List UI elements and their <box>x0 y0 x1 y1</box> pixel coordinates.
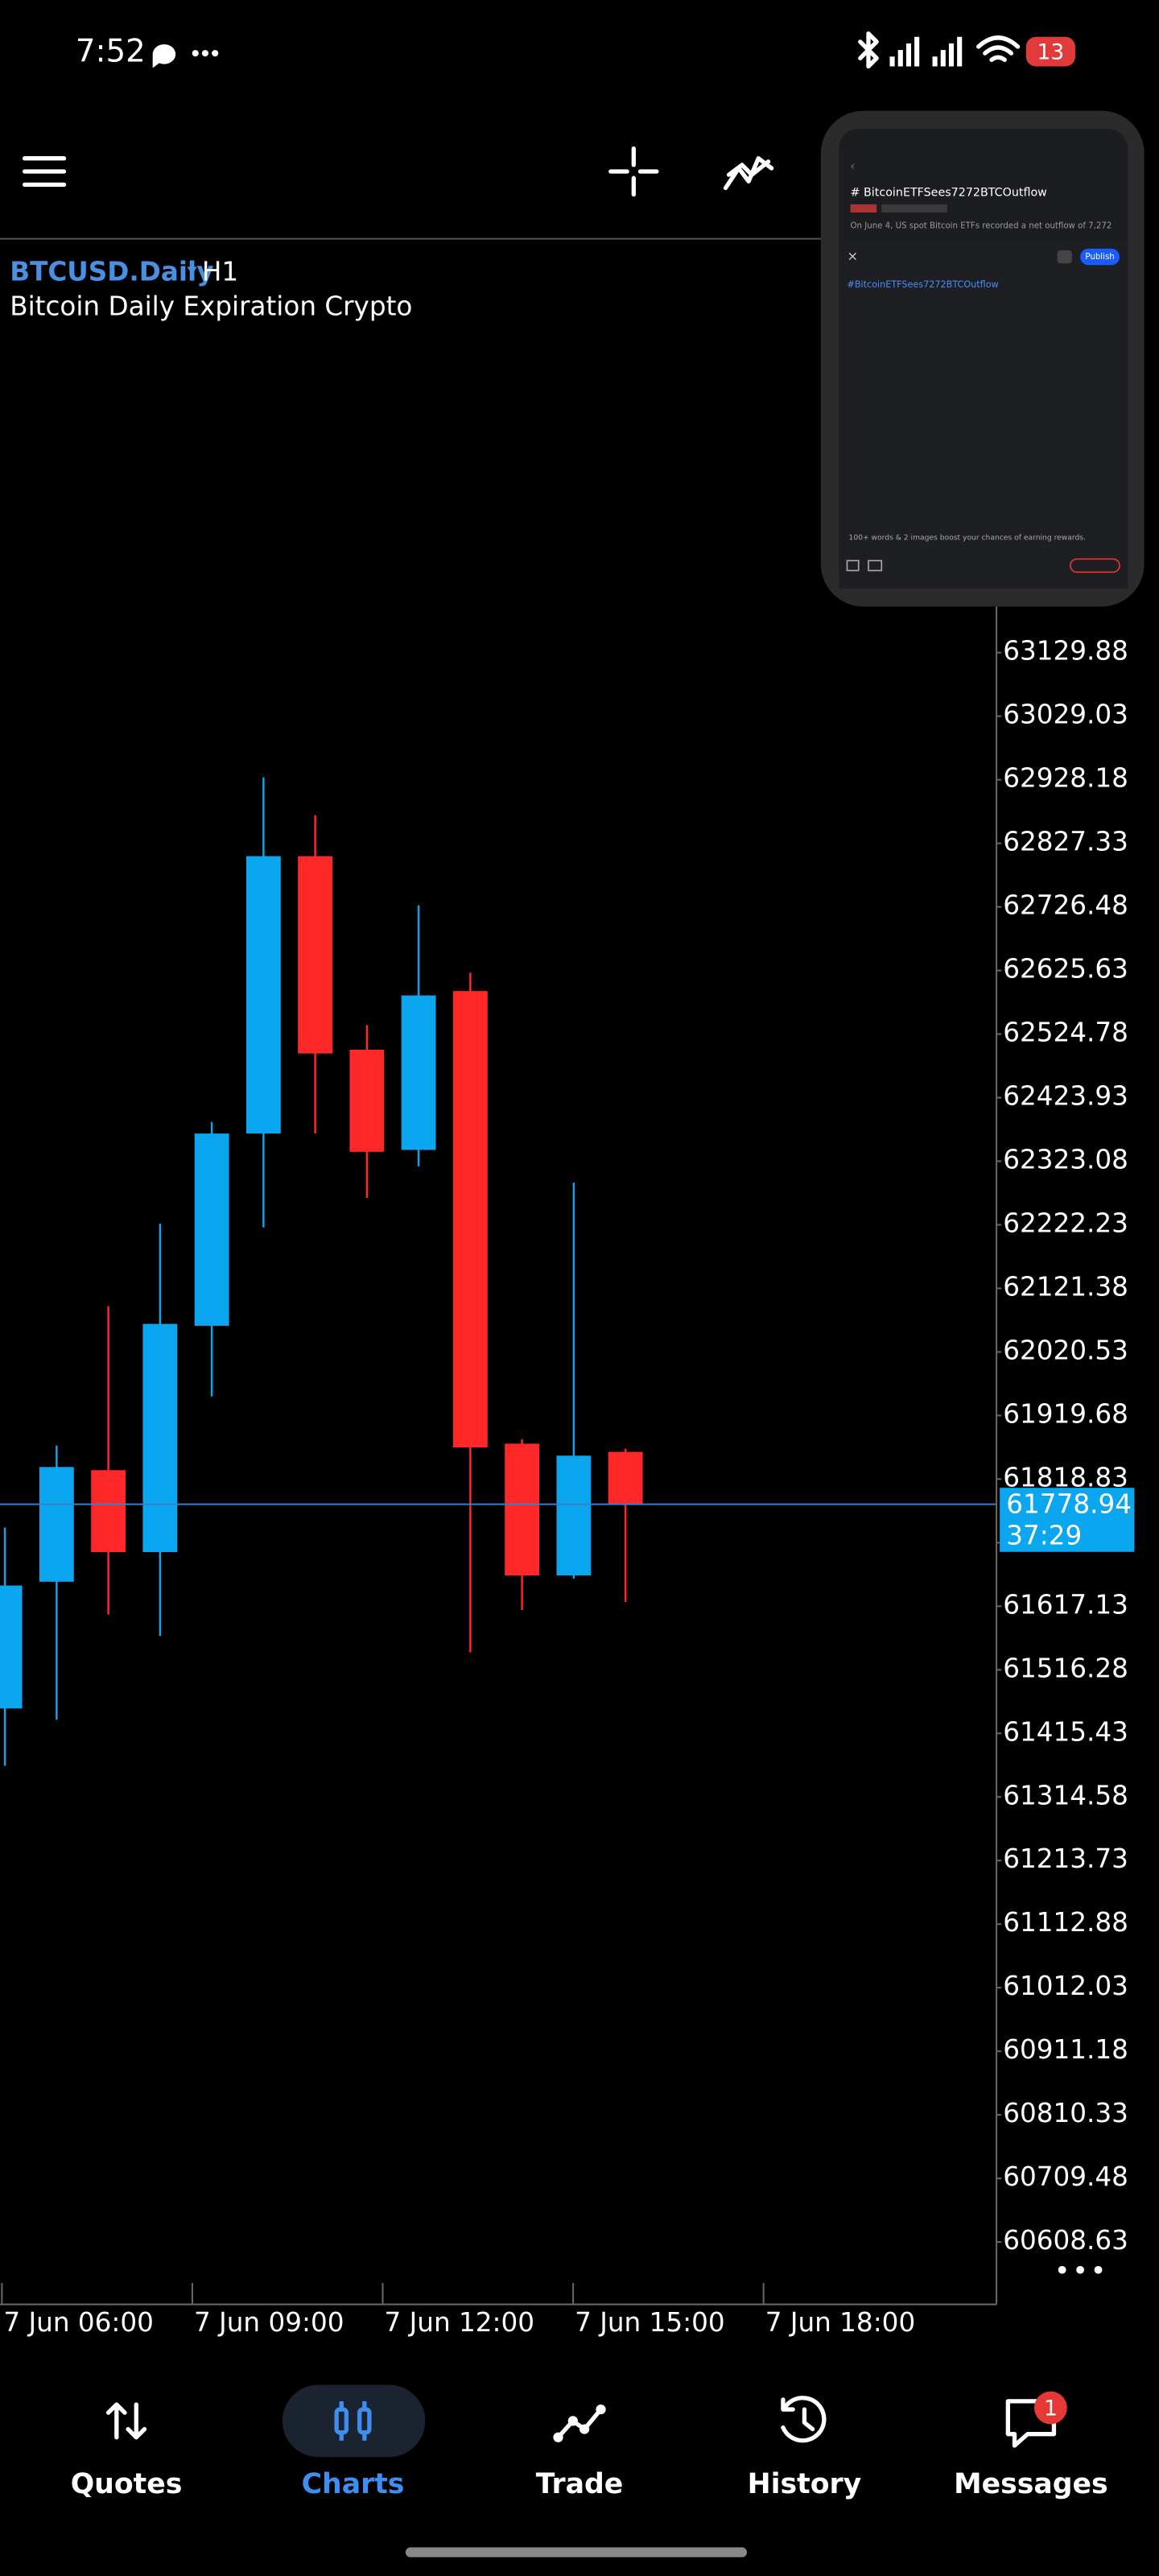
nav-tab-label[interactable]: Messages <box>954 2468 1108 2500</box>
x-tick-label: 7 Jun 18:00 <box>765 2307 916 2338</box>
y-tick-label: 60911.18 <box>1003 2034 1128 2065</box>
y-tick-label: 62323.08 <box>1003 1144 1128 1174</box>
y-tick-label: 61617.13 <box>1003 1589 1128 1620</box>
chat-icon <box>152 44 176 68</box>
candle-body <box>349 1049 385 1152</box>
candle-body <box>401 995 436 1150</box>
bottom-nav: Quotes Charts Trade History Messages <box>71 2468 1108 2500</box>
y-tick-label: 62625.63 <box>1003 954 1128 985</box>
quotes-icon <box>105 2402 147 2440</box>
y-tick-label: 61213.73 <box>1003 1843 1128 1874</box>
y-tick-label: 62524.78 <box>1003 1018 1128 1048</box>
candle-body <box>0 1585 23 1709</box>
crosshair-button[interactable] <box>608 146 659 197</box>
y-tick-label: 63129.88 <box>1003 636 1128 667</box>
active-tab-pill <box>282 2384 426 2458</box>
x-tick-label: 7 Jun 09:00 <box>194 2307 344 2338</box>
y-tick-label: 61112.88 <box>1003 1907 1128 1938</box>
y-tick-label: 60608.63 <box>1003 2225 1128 2256</box>
svg-text:×: × <box>847 249 858 264</box>
plot-area <box>0 777 997 1766</box>
y-tick-label: 63029.03 <box>1003 700 1128 730</box>
x-tick-label: 7 Jun 12:00 <box>385 2307 534 2338</box>
y-tick-label: 62222.23 <box>1003 1208 1128 1238</box>
popup-hashtag: #BitcoinETFSees7272BTCOutflow <box>847 279 998 290</box>
nav-tab-label[interactable]: History <box>748 2468 862 2500</box>
candle-body <box>505 1443 540 1576</box>
y-tick-label: 62020.53 <box>1003 1335 1128 1365</box>
last-price-tag <box>1000 1488 1135 1552</box>
y-tick-label: 61818.83 <box>1003 1462 1128 1492</box>
y-tick-label: 61415.43 <box>1003 1716 1128 1747</box>
home-indicator[interactable] <box>405 2547 748 2557</box>
y-tick-label: 61012.03 <box>1003 1971 1128 2001</box>
candle-body <box>142 1323 178 1553</box>
y-tick-label: 60709.48 <box>1003 2161 1128 2192</box>
chart-more-button[interactable] <box>1058 2265 1103 2274</box>
y-tick-label: 61314.58 <box>1003 1780 1128 1810</box>
signal-icon <box>889 36 963 67</box>
symbol-description: Bitcoin Daily Expiration Crypto <box>10 291 412 321</box>
candle-body <box>39 1467 74 1582</box>
y-tick-label: 62121.38 <box>1003 1271 1128 1302</box>
menu-button[interactable] <box>22 156 67 188</box>
messages-badge: 1 <box>1044 2396 1058 2421</box>
candle-body <box>452 991 488 1448</box>
y-tick-label: 62423.93 <box>1003 1081 1128 1112</box>
publish-button[interactable] <box>1080 248 1120 266</box>
last-price-label: 61778.94 <box>1006 1489 1132 1520</box>
bluetooth-icon <box>858 31 879 69</box>
charts-icon <box>334 2401 372 2441</box>
y-tick-label: 62726.48 <box>1003 890 1128 921</box>
symbol-dropdown[interactable] <box>187 266 197 275</box>
candle-body <box>91 1470 126 1553</box>
trade-icon <box>553 2404 606 2442</box>
svg-text:‹: ‹ <box>851 160 856 173</box>
y-tick-label: 62827.33 <box>1003 827 1128 857</box>
nav-tab-label[interactable]: Trade <box>536 2468 624 2500</box>
more-dots <box>192 50 219 57</box>
x-tick-label: 7 Jun 15:00 <box>575 2307 724 2338</box>
y-tick-label: 60810.33 <box>1003 2098 1128 2128</box>
indicators-button[interactable] <box>723 156 774 191</box>
axes: 63230.7363129.8863029.0362928.1862827.33… <box>1 572 1135 2338</box>
popup-snippet: On June 4, US spot Bitcoin ETFs recorded… <box>851 221 1112 230</box>
publish-label: Publish <box>1085 253 1114 262</box>
y-tick-label: 61516.28 <box>1003 1653 1128 1683</box>
popup-tip: 100+ words & 2 images boost your chances… <box>849 533 1086 542</box>
history-icon <box>781 2396 827 2443</box>
candle-body <box>608 1451 643 1505</box>
timeframe[interactable]: H1 <box>202 256 238 287</box>
battery-level: 13 <box>1037 40 1065 65</box>
y-tick-label: 61919.68 <box>1003 1398 1128 1429</box>
symbol-name[interactable]: BTCUSD.Daily <box>10 256 213 287</box>
wifi-icon <box>975 35 1021 62</box>
candle-body <box>556 1455 592 1576</box>
y-tick-label: 62928.18 <box>1003 763 1128 794</box>
popup-title: # BitcoinETFSees7272BTCOutflow <box>851 187 1048 200</box>
battery-icon <box>1025 36 1075 67</box>
nav-tab-label[interactable]: Charts <box>302 2468 405 2500</box>
candle-body <box>194 1133 229 1326</box>
messages-icon <box>1005 2391 1067 2448</box>
candle-body <box>298 856 333 1054</box>
x-tick-label: 7 Jun 06:00 <box>3 2307 154 2338</box>
bar-countdown: 37:29 <box>1006 1520 1082 1550</box>
candle-body <box>245 856 281 1134</box>
floating-window[interactable]: ‹ # BitcoinETFSees7272BTCOutflow On June… <box>820 110 1145 607</box>
status-time: 7:52 <box>76 34 146 70</box>
nav-tab-label[interactable]: Quotes <box>71 2468 183 2500</box>
